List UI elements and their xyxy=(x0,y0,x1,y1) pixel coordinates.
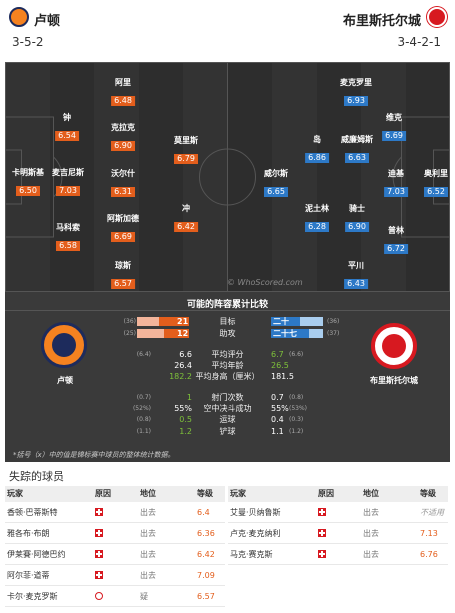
stat-row: (52%) 55% 空中决斗成功 55% (53%) xyxy=(132,404,308,413)
table-header: 玩家 原因 地位 等级 xyxy=(5,486,225,502)
home-player[interactable]: 麦吉尼斯 7.03 xyxy=(52,168,84,196)
injury-icon xyxy=(318,529,326,537)
table-row[interactable]: 阿尔菲·道蒂 出去 7.09 xyxy=(5,565,225,586)
away-team-label: 布里斯托尔城 xyxy=(370,376,418,385)
home-player[interactable]: 阿斯加德 6.69 xyxy=(107,214,139,242)
stat-row: (6.4) 6.6 平均评分 6.7 (6.6) xyxy=(136,350,304,359)
home-player[interactable]: 马科索 6.58 xyxy=(56,223,80,251)
player-name[interactable]: 伊莱賽·阿德巴约 xyxy=(7,550,66,559)
table-row[interactable]: 雅各布·布朗 出去 6.36 xyxy=(5,523,225,544)
away-player[interactable]: 平川 6.43 xyxy=(344,261,368,290)
assists-row: (25) 12 助攻 二十七 (37) xyxy=(123,329,340,338)
status: 出去 xyxy=(363,550,379,559)
stat-row: (0.8) 0.5 运球 0.4 (0.3) xyxy=(136,415,304,424)
comparison-title: 可能的阵容累计比较 xyxy=(186,300,268,310)
away-crest-icon xyxy=(427,7,447,27)
home-formation: 3-5-2 xyxy=(12,35,44,49)
rating: 7.13 xyxy=(420,529,438,538)
away-player[interactable]: 维克 6.69 xyxy=(382,113,406,142)
home-crest-icon xyxy=(9,7,29,27)
player-name[interactable]: 马克·赛克斯 xyxy=(230,550,273,559)
away-player[interactable]: 麦克罗里 6.93 xyxy=(340,78,372,106)
rating: 不适用 xyxy=(420,508,444,517)
home-player[interactable]: 钟 6.54 xyxy=(55,113,79,142)
table-row[interactable]: 伊莱賽·阿德巴约 出去 6.42 xyxy=(5,544,225,565)
player-name[interactable]: 香顿·巴蒂斯特 xyxy=(7,508,58,517)
player-name[interactable]: 艾曼·贝纳鲁斯 xyxy=(230,508,281,517)
table-row[interactable]: 卡尔·麦克罗斯 疑 6.57 xyxy=(5,586,225,607)
home-crest-large-icon xyxy=(41,322,87,368)
injury-icon xyxy=(95,571,103,579)
suspension-icon xyxy=(95,592,103,600)
table-row[interactable]: 艾曼·贝纳鲁斯 出去 不适用 xyxy=(228,502,448,523)
rating: 6.57 xyxy=(197,592,215,601)
pitch: 卡明斯基 6.50 钟 6.54 麦吉尼斯 7.03 马科索 6.58 阿里 6.48 克… xyxy=(5,62,450,292)
away-player[interactable]: 迪基 7.03 xyxy=(384,169,408,198)
stat-row: (0.7) 1 射门次数 0.7 (0.8) xyxy=(136,393,304,402)
table-row[interactable]: 卢克·麦克纳利 出去 7.13 xyxy=(228,523,448,544)
rating: 7.09 xyxy=(197,571,215,580)
away-player[interactable]: 岛 6.86 xyxy=(305,135,329,164)
home-player[interactable]: 克拉克 6.90 xyxy=(111,123,135,151)
away-player[interactable]: 骑士 6.90 xyxy=(345,204,369,233)
player-name[interactable]: 阿尔菲·道蒂 xyxy=(7,571,50,580)
away-team-name[interactable]: 布里斯托尔城 xyxy=(342,14,421,29)
pitch-lines xyxy=(5,62,450,292)
home-player[interactable]: 阿里 6.48 xyxy=(111,78,135,107)
away-crest-large-icon xyxy=(371,323,417,369)
home-player[interactable]: 莫里斯 6.79 xyxy=(174,136,198,164)
player-name[interactable]: 雅各布·布朗 xyxy=(7,529,50,538)
watermark: © WhoScored.com xyxy=(227,278,303,287)
match-header: 卢顿 3-5-2 布里斯托尔城 3-4-2-1 xyxy=(0,0,455,62)
injury-icon xyxy=(95,550,103,558)
rating: 6.76 xyxy=(420,550,438,559)
home-team-name[interactable]: 卢顿 xyxy=(34,14,61,29)
away-missing-table: 玩家 原因 地位 等级 艾曼·贝纳鲁斯 出去 不适用 卢克·麦克纳利 出去 7.13 马克·… xyxy=(228,486,448,565)
table-row[interactable]: 马克·赛克斯 出去 6.76 xyxy=(228,544,448,565)
player-name[interactable]: 卢克·麦克纳利 xyxy=(230,529,281,538)
home-player[interactable]: 卡明斯基 6.50 xyxy=(12,168,44,196)
injury-icon xyxy=(95,529,103,537)
away-player[interactable]: 威尔斯 6.65 xyxy=(264,169,288,197)
comparison-note: *括号（x）中的值是锦标赛中球员的整体统计数据。 xyxy=(13,451,175,459)
rating: 6.42 xyxy=(197,550,215,559)
injury-icon xyxy=(318,550,326,558)
stat-row: 26.4 平均年龄 26.5 xyxy=(174,361,289,370)
status: 疑 xyxy=(140,592,148,601)
status: 出去 xyxy=(140,550,156,559)
home-player[interactable]: 冲 6.42 xyxy=(174,204,198,233)
home-player[interactable]: 沃尔什 6.31 xyxy=(111,169,135,197)
injury-icon xyxy=(95,508,103,516)
missing-players-title: 失踪的球员 xyxy=(9,470,64,483)
rating: 6.4 xyxy=(197,508,210,517)
status: 出去 xyxy=(140,571,156,580)
goals-row: (36) 21 目标 二十 (36) xyxy=(123,317,340,326)
status: 出去 xyxy=(140,529,156,538)
player-name[interactable]: 卡尔·麦克罗斯 xyxy=(7,592,58,601)
home-player[interactable]: 琼斯 6.57 xyxy=(111,261,135,290)
table-row[interactable]: 香顿·巴蒂斯特 出去 6.4 xyxy=(5,502,225,523)
status: 出去 xyxy=(140,508,156,517)
status: 出去 xyxy=(363,508,379,517)
away-player[interactable]: 泥土林 6.28 xyxy=(305,204,329,232)
home-missing-table: 玩家 原因 地位 等级 香顿·巴蒂斯特 出去 6.4 雅各布·布朗 出去 6.36 伊莱賽·… xyxy=(5,486,225,607)
status: 出去 xyxy=(363,529,379,538)
injury-icon xyxy=(318,508,326,516)
stat-row: 182.2 平均身高（厘米） 181.5 xyxy=(169,372,294,381)
away-player[interactable]: 威廉姆斯 6.63 xyxy=(341,135,373,163)
lineup-comparison: 可能的阵容累计比较 卢顿 布里斯托尔城 (36) 21 目标 二十 (36) (… xyxy=(5,292,450,462)
table-header: 玩家 原因 地位 等级 xyxy=(228,486,448,502)
home-team-label: 卢顿 xyxy=(57,376,73,385)
stat-row: (1.1) 1.2 铲球 1.1 (1.2) xyxy=(136,427,304,436)
away-player[interactable]: 普林 6.72 xyxy=(384,226,408,255)
away-player[interactable]: 奥利里 6.52 xyxy=(424,169,448,197)
away-formation: 3-4-2-1 xyxy=(397,35,441,49)
rating: 6.36 xyxy=(197,529,215,538)
